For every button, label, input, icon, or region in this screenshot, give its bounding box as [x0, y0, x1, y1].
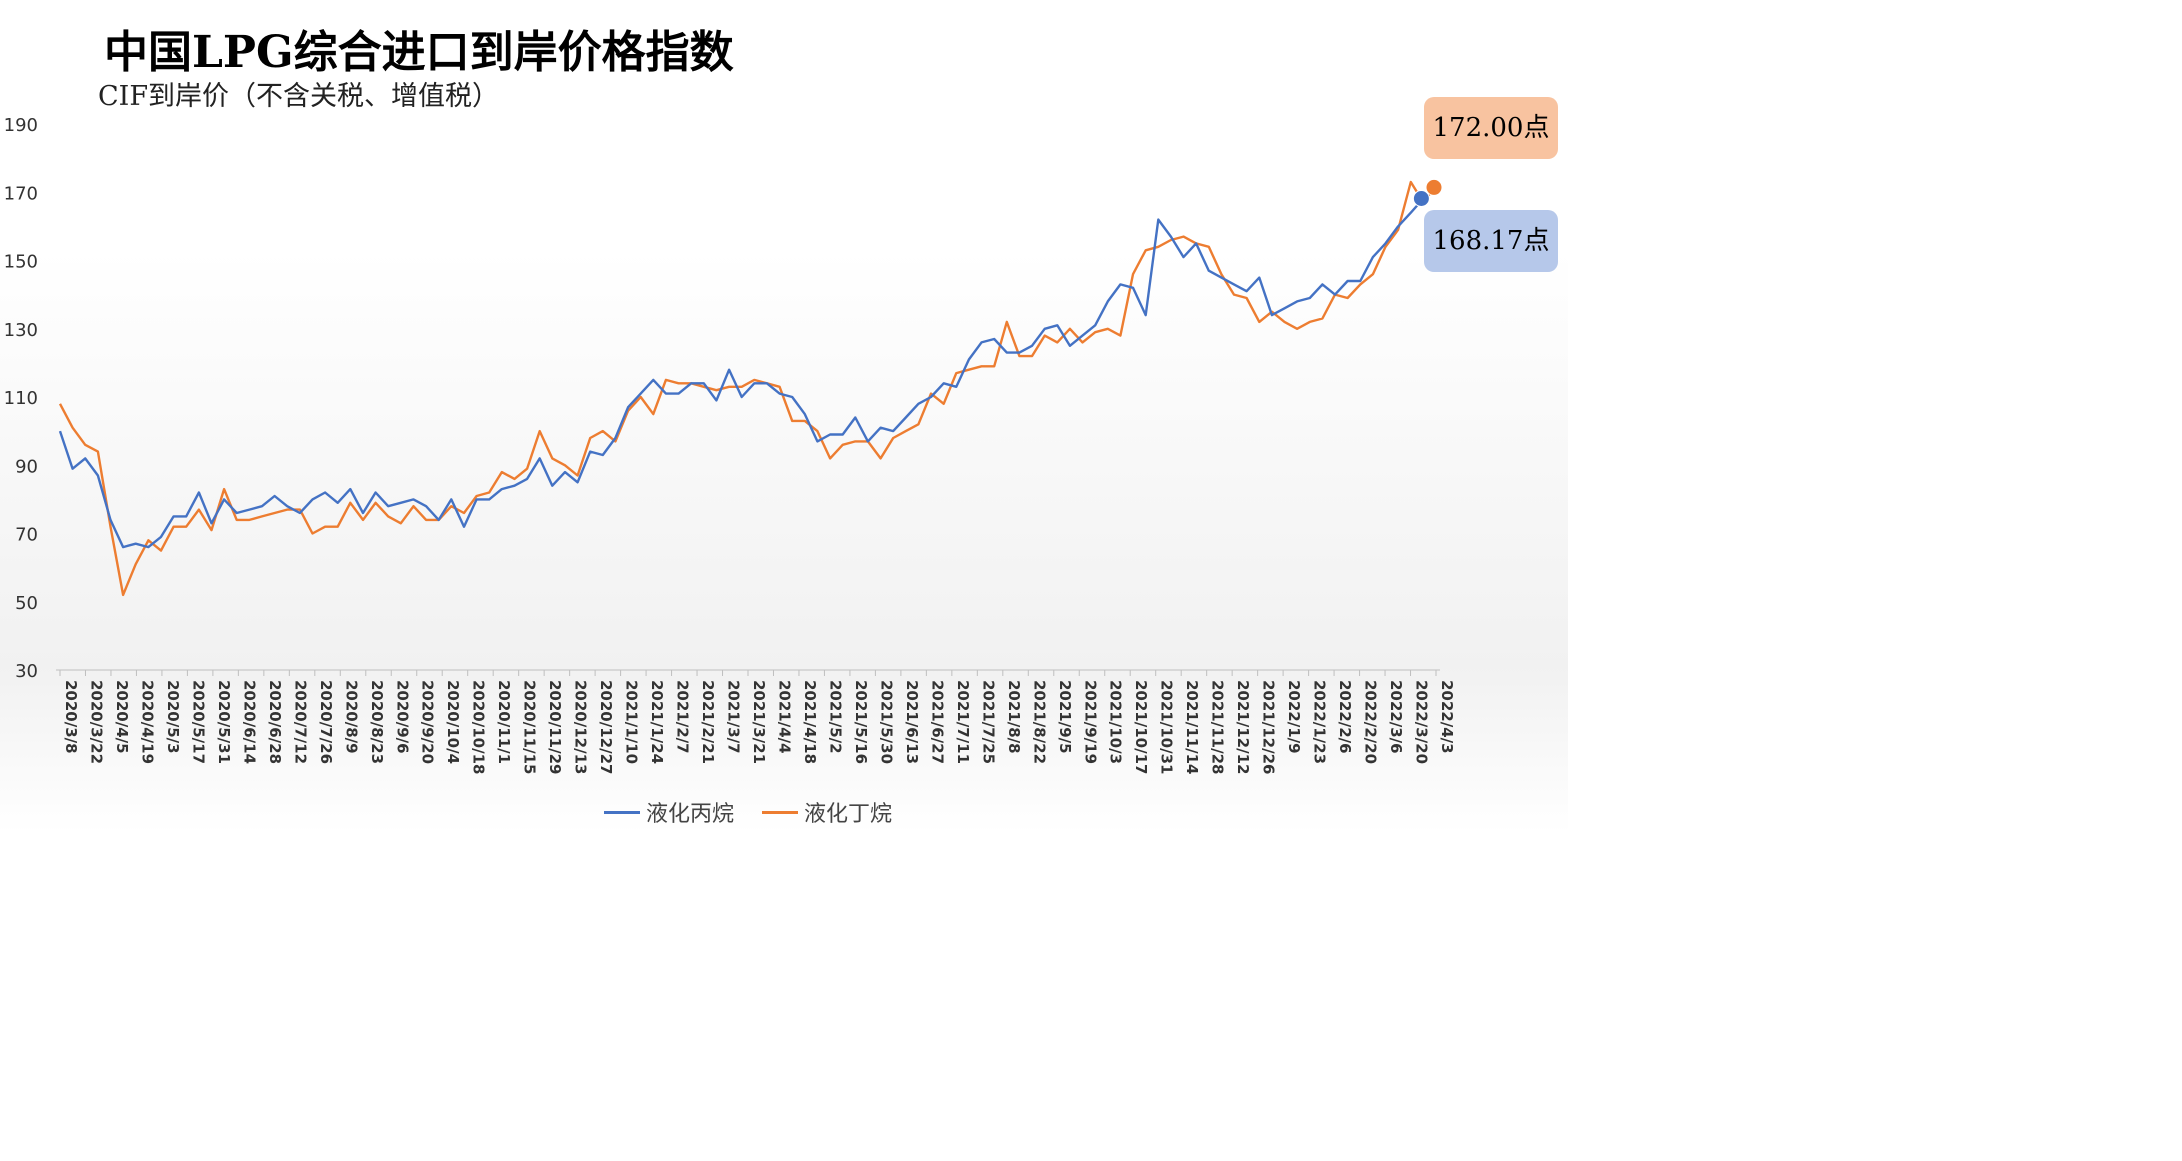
propane-end-marker — [1412, 189, 1430, 207]
x-tick-label: 2020/7/12 — [291, 680, 309, 764]
x-tick-label: 2022/2/6 — [1336, 680, 1354, 754]
legend-item-butane[interactable]: 液化丁烷 — [762, 796, 892, 828]
x-tick-label: 2020/12/13 — [572, 680, 590, 774]
legend-label-propane: 液化丙烷 — [646, 802, 735, 827]
line-chart: 30 50 70 90 110 130 150 170 190 2020/3/8 2020/3/2… — [4, 115, 1456, 774]
x-tick-label: 2021/4/4 — [775, 680, 793, 754]
y-tick-label: 90 — [15, 456, 38, 477]
x-tick-label: 2020/7/26 — [317, 680, 335, 764]
y-axis-labels: 30 50 70 90 110 130 150 170 190 — [4, 115, 38, 682]
x-tick-label: 2021/8/8 — [1005, 680, 1023, 754]
x-tick-label: 2021/5/16 — [852, 680, 870, 764]
x-tick-label: 2020/6/28 — [266, 680, 284, 764]
x-tick-label: 2021/7/11 — [954, 680, 972, 764]
x-tick-label: 2022/1/23 — [1311, 680, 1329, 764]
propane-value-callout: 168.17点 — [1424, 210, 1558, 272]
series-line-propane — [58, 197, 1425, 549]
legend-label-butane: 液化丁烷 — [804, 802, 893, 827]
x-tick-label: 2020/8/9 — [342, 680, 360, 754]
x-tick-label: 2020/8/23 — [368, 680, 386, 764]
end-markers — [1412, 178, 1443, 207]
x-tick-label: 2021/11/28 — [1209, 680, 1227, 774]
x-tick-label: 2020/5/17 — [189, 680, 207, 764]
x-axis — [56, 669, 1440, 676]
x-tick-label: 2020/3/8 — [62, 680, 80, 754]
butane-end-marker — [1425, 178, 1443, 196]
y-tick-label: 50 — [15, 593, 38, 614]
y-tick-label: 130 — [4, 320, 38, 341]
x-tick-label: 2021/9/19 — [1081, 680, 1099, 764]
x-tick-label: 2021/1/24 — [648, 680, 666, 764]
x-tick-label: 2021/1/10 — [623, 680, 641, 764]
x-tick-label: 2020/3/22 — [87, 680, 105, 764]
x-tick-label: 2021/5/2 — [826, 680, 844, 754]
x-tick-label: 2022/4/3 — [1438, 680, 1456, 754]
x-tick-label: 2020/5/31 — [215, 680, 233, 764]
y-tick-label: 70 — [15, 525, 38, 546]
x-tick-label: 2021/6/27 — [928, 680, 946, 764]
x-tick-label: 2021/12/26 — [1260, 680, 1278, 774]
chart-legend: 液化丙烷 液化丁烷 — [604, 796, 892, 828]
x-tick-label: 2020/11/1 — [495, 680, 513, 764]
x-tick-label: 2020/11/15 — [521, 680, 539, 774]
y-tick-label: 110 — [4, 388, 38, 409]
y-tick-label: 190 — [4, 115, 38, 136]
y-tick-label: 150 — [4, 252, 38, 273]
x-tick-label: 2021/7/25 — [979, 680, 997, 764]
x-tick-label: 2020/9/20 — [419, 680, 437, 764]
x-tick-label: 2020/10/4 — [444, 680, 462, 764]
x-axis-labels: 2020/3/8 2020/3/22 2020/4/5 2020/4/19 2020/5… — [62, 680, 1456, 774]
x-tick-label: 2020/5/3 — [164, 680, 182, 754]
x-tick-label: 2021/11/14 — [1183, 680, 1201, 774]
x-tick-label: 2020/11/29 — [546, 680, 564, 774]
x-tick-label: 2021/10/17 — [1132, 680, 1150, 774]
x-tick-label: 2020/4/5 — [113, 680, 131, 754]
x-tick-label: 2021/6/13 — [903, 680, 921, 764]
x-tick-label: 2021/3/7 — [725, 680, 743, 754]
x-tick-label: 2021/9/5 — [1056, 680, 1074, 754]
x-tick-label: 2021/10/31 — [1158, 680, 1176, 774]
butane-value-callout: 172.00点 — [1424, 97, 1558, 159]
x-tick-label: 2021/5/30 — [877, 680, 895, 764]
series-line-butane — [58, 180, 1437, 597]
x-tick-label: 2022/1/9 — [1285, 680, 1303, 754]
x-tick-label: 2020/6/14 — [240, 680, 258, 764]
x-tick-label: 2020/10/18 — [470, 680, 488, 774]
chart-subtitle: CIF到岸价（不含关税、增值税） — [98, 81, 500, 112]
x-tick-label: 2021/2/7 — [674, 680, 692, 754]
chart-background — [0, 0, 1568, 833]
y-tick-label: 170 — [4, 183, 38, 204]
x-tick-label: 2021/8/22 — [1030, 680, 1048, 764]
x-tick-label: 2021/3/21 — [750, 680, 768, 764]
x-tick-label: 2021/4/18 — [801, 680, 819, 764]
x-tick-label: 2022/3/20 — [1413, 680, 1431, 764]
legend-swatch-propane — [604, 810, 640, 814]
x-tick-label: 2021/10/3 — [1107, 680, 1125, 764]
x-tick-label: 2021/12/12 — [1234, 680, 1252, 774]
x-tick-label: 2021/2/21 — [699, 680, 717, 764]
x-tick-label: 2022/2/20 — [1362, 680, 1380, 764]
x-tick-label: 2022/3/6 — [1387, 680, 1405, 754]
x-tick-label: 2020/9/6 — [393, 680, 411, 754]
y-tick-label: 30 — [15, 661, 38, 682]
chart-title: 中国LPG综合进口到岸价格指数 — [104, 27, 734, 78]
x-tick-label: 2020/12/27 — [597, 680, 615, 774]
legend-swatch-butane — [762, 810, 799, 814]
x-tick-label: 2020/4/19 — [138, 680, 156, 764]
legend-item-propane[interactable]: 液化丙烷 — [604, 796, 734, 828]
series-lines — [58, 180, 1437, 597]
